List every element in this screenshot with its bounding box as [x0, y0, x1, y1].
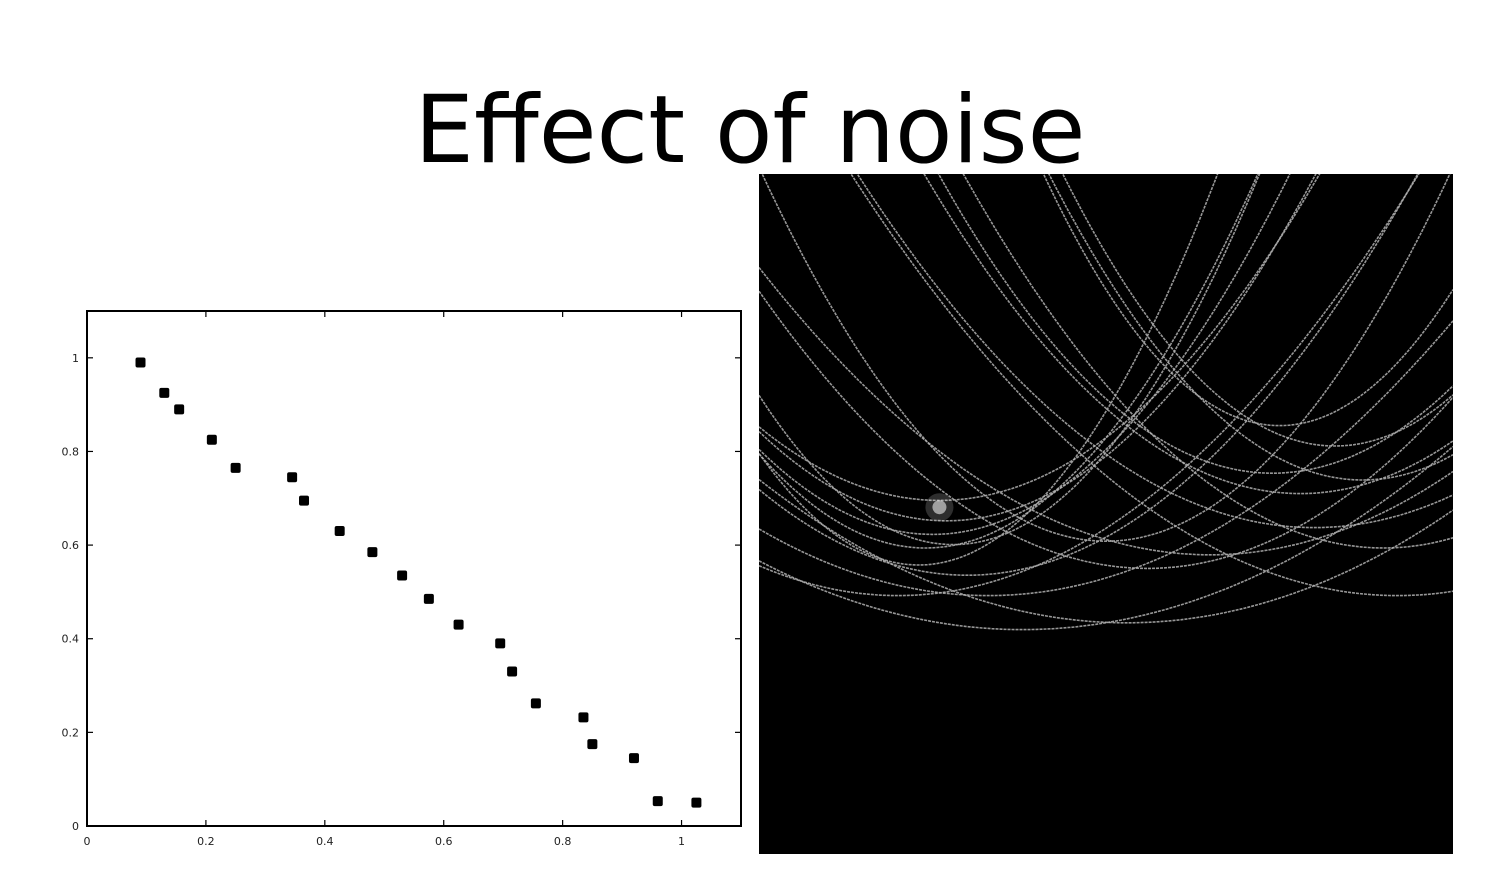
data-point — [299, 495, 310, 506]
data-point — [174, 404, 185, 415]
x-tick-label: 0.2 — [197, 835, 215, 848]
sinusoid-curve — [759, 174, 1317, 522]
y-tick-label: 1 — [72, 352, 79, 365]
x-tick-label: 0.8 — [554, 835, 572, 848]
sinusoid-curve — [759, 174, 1419, 576]
x-tick-label: 0.4 — [316, 835, 334, 848]
y-tick-label: 0.4 — [62, 633, 80, 646]
scatter-axes: 0 0.2 0.4 0.6 0.8 1 0 0.2 0.4 0.6 0.8 1 — [62, 310, 742, 848]
plot-frame — [86, 310, 742, 827]
data-point — [159, 387, 170, 398]
data-point — [367, 547, 378, 558]
hough-peak — [925, 493, 954, 522]
y-tick-label: 0.8 — [62, 445, 80, 458]
sinusoid-curve — [759, 267, 1453, 556]
data-point — [287, 472, 298, 483]
peak-core — [932, 500, 947, 515]
data-point — [230, 462, 241, 473]
data-point — [628, 753, 639, 764]
sinusoid-curve — [850, 174, 1453, 597]
hough-background — [759, 174, 1453, 854]
sinusoid-curve — [759, 290, 1453, 570]
sinusoid-curve — [1048, 174, 1453, 481]
x-tick-label: 0 — [84, 835, 91, 848]
data-point — [652, 796, 663, 807]
sinusoid-curve — [759, 174, 1420, 597]
sinusoid-curve — [759, 320, 1453, 597]
y-tick-label: 0.6 — [62, 539, 80, 552]
sinusoid-curve — [937, 174, 1453, 474]
data-point — [397, 570, 408, 581]
sinusoid-curve — [962, 174, 1453, 549]
data-point — [453, 619, 464, 630]
slide-title: Effect of noise — [414, 76, 1086, 185]
data-point — [495, 638, 506, 649]
hough-curves — [759, 174, 1453, 631]
sinusoid-curve — [761, 174, 1451, 543]
x-tick-label: 0.6 — [435, 835, 453, 848]
sinusoid-curve — [759, 478, 1453, 624]
x-tick-label: 1 — [678, 835, 685, 848]
sinusoid-curve — [856, 174, 1453, 529]
sinusoid-curve — [1042, 174, 1453, 427]
y-tick-label: 0 — [72, 820, 79, 833]
data-point — [530, 698, 541, 709]
scatter-plot: 0 0.2 0.4 0.6 0.8 1 0 0.2 0.4 0.6 0.8 1 — [62, 310, 742, 848]
data-point — [206, 434, 217, 445]
data-point — [578, 712, 589, 723]
hough-accumulator-image — [759, 174, 1453, 854]
sinusoid-curve — [1061, 174, 1453, 447]
data-point — [587, 739, 598, 750]
y-tick-label: 0.2 — [62, 726, 80, 739]
data-point — [507, 666, 518, 677]
data-point — [691, 797, 702, 808]
data-point — [334, 526, 345, 537]
sinusoid-curve — [923, 174, 1453, 495]
data-point — [423, 593, 434, 604]
sinusoid-curve — [759, 174, 1291, 536]
sinusoid-curve — [759, 174, 1259, 549]
sinusoid-curve — [759, 174, 1219, 566]
data-point — [135, 357, 146, 368]
sinusoid-curve — [759, 174, 1321, 502]
scatter-points — [135, 357, 702, 808]
